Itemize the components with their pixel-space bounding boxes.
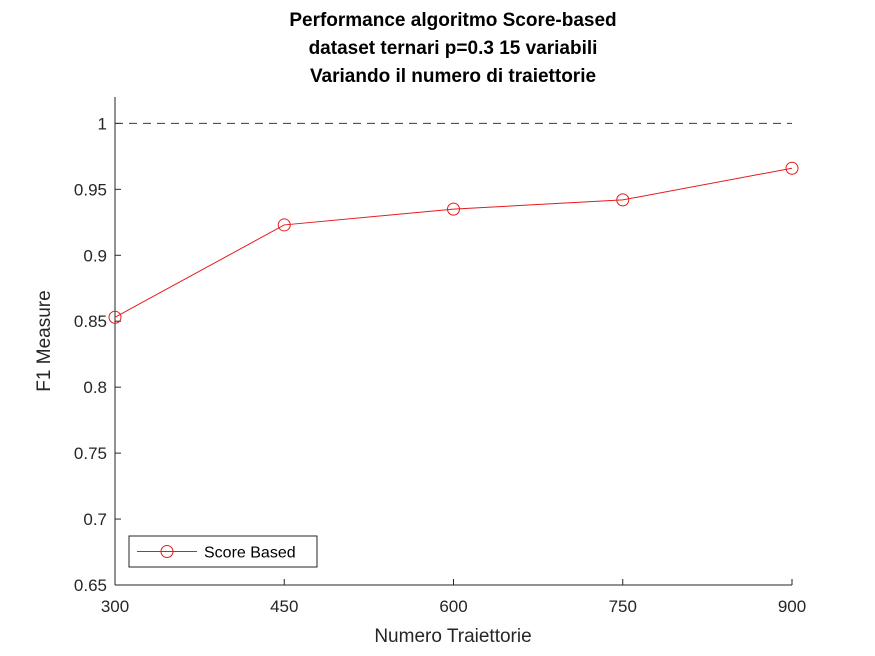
title-line-3: Variando il numero di traiettorie bbox=[310, 66, 596, 87]
x-tick-label: 600 bbox=[439, 597, 467, 616]
title-line-2: dataset ternari p=0.3 15 variabili bbox=[309, 38, 598, 59]
y-tick-label: 0.7 bbox=[83, 510, 107, 529]
x-axis-label: Numero Traiettorie bbox=[374, 626, 531, 647]
legend: Score Based bbox=[128, 535, 318, 568]
x-tick-label: 450 bbox=[270, 597, 298, 616]
y-tick-label: 1 bbox=[98, 114, 107, 133]
series-layer bbox=[108, 161, 799, 324]
y-tick-label: 0.95 bbox=[74, 180, 107, 199]
data-point-marker bbox=[785, 161, 799, 175]
y-tick-label: 0.75 bbox=[74, 444, 107, 463]
x-tick-label: 900 bbox=[778, 597, 806, 616]
data-point-marker bbox=[277, 218, 291, 232]
y-tick-label: 0.9 bbox=[83, 246, 107, 265]
legend-marker-sample bbox=[160, 545, 174, 558]
data-point-marker bbox=[108, 310, 122, 324]
x-axis: 300 450 600 750 900 bbox=[101, 579, 806, 616]
series-line bbox=[114, 167, 793, 318]
y-axis-label: F1 Measure bbox=[34, 290, 55, 391]
title-line-1: Performance algoritmo Score-based bbox=[289, 10, 616, 31]
y-tick-label: 0.65 bbox=[74, 576, 107, 595]
chart-title: Performance algoritmo Score-based datase… bbox=[289, 10, 616, 87]
legend-label: Score Based bbox=[204, 545, 296, 562]
data-point-marker bbox=[447, 202, 460, 216]
y-tick-label: 0.85 bbox=[74, 312, 107, 331]
x-tick-label: 750 bbox=[609, 597, 637, 616]
data-point-marker bbox=[616, 193, 630, 207]
y-tick-label: 0.8 bbox=[83, 378, 107, 397]
x-tick-label: 300 bbox=[101, 597, 129, 616]
